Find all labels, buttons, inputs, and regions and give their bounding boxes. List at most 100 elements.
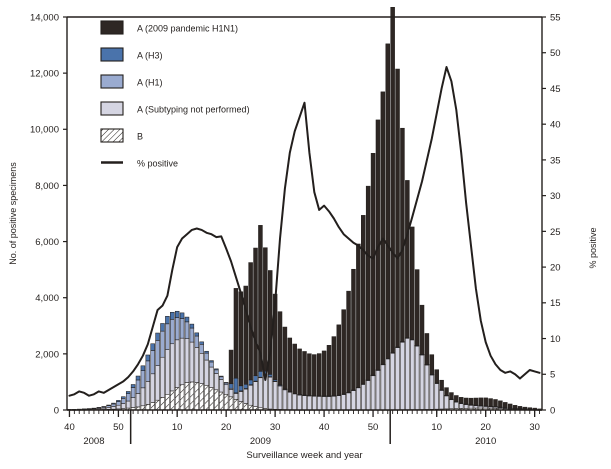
bar-segment — [116, 401, 121, 406]
bar-segment — [189, 323, 195, 329]
bar-segment — [228, 349, 234, 385]
bar-segment — [409, 339, 415, 410]
year-label: 2008 — [83, 436, 104, 447]
bar-segment — [204, 350, 209, 354]
bar-segment — [336, 394, 342, 411]
bar-segment — [189, 327, 195, 343]
bar-segment — [209, 366, 214, 388]
bar-segment — [233, 377, 239, 394]
bar-segment — [346, 290, 351, 393]
legend-swatch — [100, 47, 124, 62]
y-tick-label-right: 15 — [550, 298, 561, 309]
y-tick-label-right: 55 — [550, 12, 561, 23]
bar-segment — [307, 395, 312, 411]
bar-segment — [125, 400, 131, 409]
bar-segment — [179, 312, 185, 319]
bar-segment — [233, 399, 239, 411]
bar-segment — [160, 330, 165, 358]
x-tick-label: 10 — [431, 422, 442, 433]
bar-segment — [449, 398, 454, 410]
bar-segment — [209, 361, 214, 368]
bar-segment — [214, 369, 219, 374]
y-axis-title-left: No. of positive specimens — [8, 162, 18, 265]
bar-segment — [140, 365, 146, 371]
bar-segment — [130, 397, 136, 408]
bar-segment — [135, 393, 141, 408]
bar-segment — [214, 368, 219, 371]
y-tick-label-right: 50 — [550, 48, 561, 59]
legend-label: A (H1) — [137, 77, 163, 87]
bar-segment — [419, 304, 425, 355]
y-tick-label-left: 14,000 — [30, 12, 59, 23]
bar-segment — [219, 391, 224, 411]
axis-labels-layer: No. of positive specimens % positive Surve… — [8, 162, 598, 461]
bar-segment — [351, 389, 356, 411]
bar-segment — [194, 382, 200, 411]
bar-segment — [155, 340, 160, 366]
bar-segment — [179, 318, 185, 339]
bar-segment — [170, 343, 175, 392]
bar-segment — [302, 394, 307, 411]
bar-segment — [258, 225, 263, 372]
x-tick-label: 50 — [368, 422, 379, 433]
bar-segment — [380, 364, 386, 411]
chart-legend: A (2009 pandemic H1N1) A (H3) A (H1) A (Sub… — [100, 20, 250, 168]
bar-segment — [463, 397, 469, 405]
bar-segment — [302, 351, 307, 396]
bar-segment — [277, 311, 283, 385]
x-tick-label: 20 — [480, 422, 491, 433]
bar-segment — [429, 354, 435, 375]
bar-segment — [326, 395, 332, 411]
bar-segment — [121, 396, 126, 399]
y-tick-label-left: 8,000 — [35, 181, 59, 192]
bar-segment — [170, 311, 175, 320]
bar-segment — [170, 319, 175, 345]
bar-segment — [204, 385, 209, 411]
bar-segment — [121, 398, 126, 404]
bar-segment — [174, 317, 180, 341]
bar-segment — [434, 369, 439, 384]
bar-segment — [385, 358, 390, 411]
bar-segment — [248, 384, 253, 406]
bar-segment — [121, 403, 126, 409]
bar-segment — [228, 389, 234, 398]
bar-segment — [223, 382, 229, 384]
bar-segment — [517, 406, 523, 409]
bar-segment — [444, 387, 449, 396]
bar-segment — [189, 381, 195, 411]
bar-segment — [91, 407, 97, 409]
bar-segment — [454, 401, 459, 409]
bar-segment — [390, 7, 395, 353]
bar-segment — [356, 243, 361, 388]
bar-segment — [478, 397, 484, 406]
bar-segment — [140, 370, 146, 389]
bar-segment — [405, 180, 410, 338]
bar-segment — [214, 373, 219, 391]
bar-segment — [351, 268, 356, 391]
legend-swatch — [100, 20, 124, 35]
bar-segment — [331, 395, 337, 411]
bar-segment — [507, 403, 513, 409]
bar-segment — [179, 337, 185, 386]
bar-segment — [454, 395, 459, 402]
bar-segment — [243, 384, 248, 389]
bar-segment — [86, 408, 92, 410]
bar-segment — [483, 397, 488, 407]
bar-segment — [527, 407, 532, 410]
legend-swatch — [100, 128, 124, 143]
bar-segment — [385, 43, 390, 359]
bar-segment — [424, 333, 430, 365]
bar-segment — [155, 332, 160, 341]
bar-segment — [219, 376, 224, 380]
bar-segment — [243, 403, 248, 411]
legend-label: A (Subtyping not performed) — [137, 104, 250, 114]
y-tick-label-right: 25 — [550, 227, 561, 238]
bar-segment — [111, 406, 116, 410]
bar-segment — [316, 353, 322, 396]
bar-segment — [488, 398, 493, 407]
x-tick-label: 20 — [221, 422, 232, 433]
bar-segment — [116, 400, 121, 402]
bar-segment — [130, 387, 136, 398]
year-label: 2009 — [250, 436, 271, 447]
